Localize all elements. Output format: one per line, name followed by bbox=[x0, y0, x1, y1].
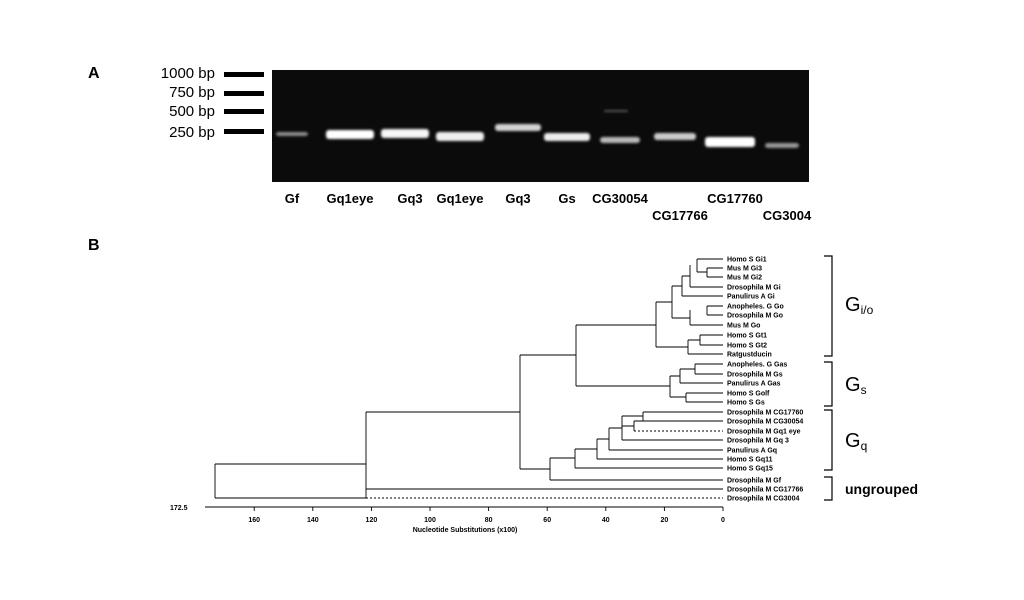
panel-a-label: A bbox=[88, 65, 100, 82]
taxon-label: Drosophila M Go bbox=[727, 313, 783, 320]
taxon-label: Drosophila M Gf bbox=[727, 478, 782, 485]
taxa-labels: Homo S Gi1 Mus M Gi3 Mus M Gi2 Drosophila M… bbox=[727, 257, 803, 503]
phylogenetic-tree bbox=[214, 258, 723, 499]
axis-tick-label: 80 bbox=[485, 517, 493, 524]
gel-band bbox=[326, 130, 374, 139]
taxon-label: Drosophila M CG17760 bbox=[727, 410, 803, 417]
ladder-bar-750 bbox=[224, 91, 264, 96]
lane-label: CG17766 bbox=[652, 208, 708, 223]
gel-band bbox=[705, 137, 755, 147]
taxon-label: Panulirus A Gi bbox=[727, 294, 775, 301]
taxon-label: Drosophila M Gi bbox=[727, 285, 781, 292]
tree-branches-gq-connect bbox=[622, 421, 635, 431]
lane-labels: Gf Gq1eye Gq3 Gq1eye Gq3 Gs CG30054 CG17766 CG17… bbox=[285, 191, 812, 223]
group-label-ungrouped: ungrouped bbox=[845, 481, 918, 497]
ladder-label-250: 250 bp bbox=[169, 124, 215, 141]
axis-tick-label: 140 bbox=[307, 517, 319, 524]
gel-bands bbox=[276, 110, 799, 148]
ladder-bar-1000 bbox=[224, 72, 264, 77]
lane-label: CG3004 bbox=[763, 208, 812, 223]
taxon-label: Homo S Gi1 bbox=[727, 257, 767, 264]
bracket-ungrouped bbox=[824, 476, 833, 501]
gel-band bbox=[276, 132, 308, 136]
taxon-label: Homo S Golf bbox=[727, 391, 770, 398]
lane-label: CG17760 bbox=[707, 191, 763, 206]
taxon-label: Drosophila M Gq 3 bbox=[727, 438, 789, 445]
taxon-label: Ratgustducin bbox=[727, 352, 772, 359]
lane-label: Gq1eye bbox=[437, 191, 484, 206]
ladder-label-750: 750 bp bbox=[169, 84, 215, 101]
lane-label: CG30054 bbox=[592, 191, 648, 206]
taxon-label: Drosophila M CG17766 bbox=[727, 487, 803, 494]
ladder: 1000 bp 750 bp 500 bp 250 bp bbox=[161, 65, 264, 141]
group-label-gq: Gq bbox=[845, 430, 867, 453]
axis-tick-label: 20 bbox=[661, 517, 669, 524]
group-label-gs: Gs bbox=[845, 374, 867, 397]
taxon-label: Mus M Go bbox=[727, 323, 760, 330]
lane-label: Gq3 bbox=[397, 191, 422, 206]
taxon-label: Anopheles. G Gas bbox=[727, 362, 787, 369]
taxon-label: Panulirus A Gq bbox=[727, 448, 777, 455]
group-brackets bbox=[824, 255, 833, 501]
gel-band bbox=[544, 133, 590, 141]
axis-tick-label: 60 bbox=[543, 517, 551, 524]
gel-band bbox=[654, 133, 696, 140]
ladder-bar-500 bbox=[224, 109, 264, 114]
taxon-label: Homo S Gt1 bbox=[727, 333, 767, 340]
lane-label: Gq1eye bbox=[327, 191, 374, 206]
lane-label: Gq3 bbox=[505, 191, 530, 206]
bracket-gio bbox=[824, 255, 833, 357]
taxon-label: Panulirus A Gas bbox=[727, 381, 781, 388]
bracket-gq bbox=[824, 409, 833, 471]
tree-branches-gq bbox=[550, 411, 723, 469]
tree-branches-deep bbox=[214, 355, 723, 498]
tree-branches-gs bbox=[520, 325, 723, 403]
gel-band bbox=[436, 132, 484, 141]
group-label-gio: Gi/o bbox=[845, 294, 874, 317]
axis-tick-label: 40 bbox=[602, 517, 610, 524]
axis-ticks: 160 140 120 100 80 60 40 20 0 bbox=[248, 507, 725, 524]
axis-tick-label: 0 bbox=[721, 517, 725, 524]
bracket-gs bbox=[824, 361, 833, 407]
taxon-label: Homo S Gq15 bbox=[727, 466, 773, 473]
ladder-label-500: 500 bp bbox=[169, 103, 215, 120]
taxon-label: Homo S Gs bbox=[727, 400, 765, 407]
taxon-label: Drosophila M CG3004 bbox=[727, 496, 799, 503]
axis-tick-label: 100 bbox=[424, 517, 436, 524]
taxon-label: Homo S Gq11 bbox=[727, 457, 773, 464]
substitution-axis: 160 140 120 100 80 60 40 20 0 172.5 Nucleotide S… bbox=[170, 505, 725, 534]
axis-tick-label: 120 bbox=[366, 517, 378, 524]
panel-b-label: B bbox=[88, 237, 100, 254]
taxon-label: Drosophila M Gs bbox=[727, 372, 783, 379]
taxon-label: Drosophila M Gq1 eye bbox=[727, 429, 801, 436]
ladder-label-1000: 1000 bp bbox=[161, 65, 215, 82]
gel-band-faint bbox=[604, 110, 628, 112]
axis-title: Nucleotide Substitutions (x100) bbox=[413, 527, 518, 534]
gel-band bbox=[765, 143, 799, 148]
taxon-label: Mus M Gi2 bbox=[727, 275, 762, 282]
taxon-label: Anopheles. G Go bbox=[727, 304, 784, 311]
ladder-bar-250 bbox=[224, 129, 264, 134]
gel-band bbox=[600, 137, 640, 143]
taxon-label: Homo S Gt2 bbox=[727, 343, 767, 350]
taxon-label: Mus M Gi3 bbox=[727, 266, 762, 273]
gel-band bbox=[381, 129, 429, 138]
axis-tick-label: 160 bbox=[248, 517, 260, 524]
lane-label: Gs bbox=[558, 191, 575, 206]
root-depth-label: 172.5 bbox=[170, 505, 188, 512]
tree-branches-gio bbox=[576, 258, 723, 355]
lane-label: Gf bbox=[285, 191, 300, 206]
taxon-label: Drosophila M CG30054 bbox=[727, 419, 803, 426]
gel-band bbox=[495, 124, 541, 131]
